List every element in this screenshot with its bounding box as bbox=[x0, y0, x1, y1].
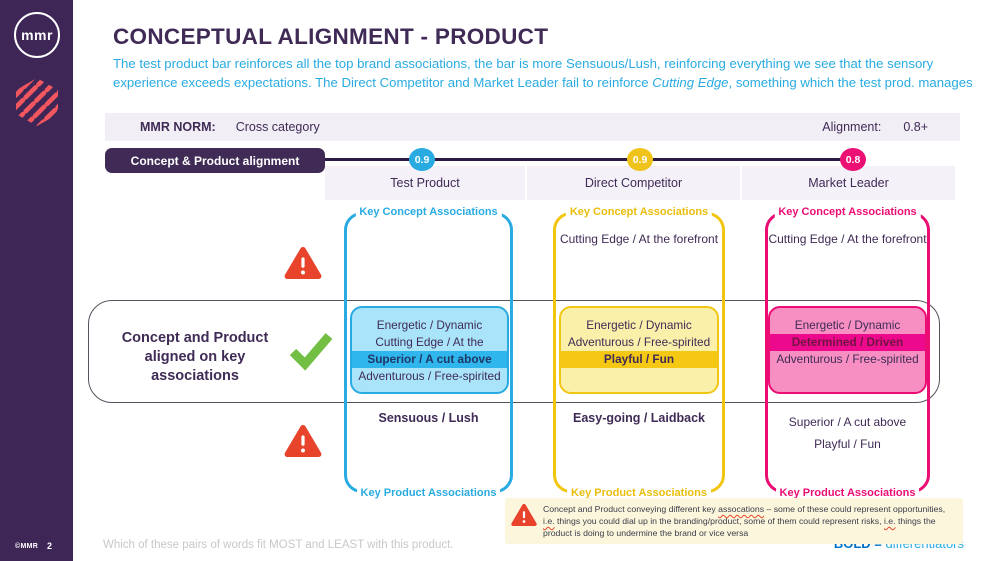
subtitle: The test product bar reinforces all the … bbox=[113, 55, 993, 92]
footnote-box: Concept and Product conveying different … bbox=[505, 498, 963, 544]
key-product-associations-label-competitor: Key Product Associations bbox=[567, 487, 711, 499]
aligned-annotation-line2: aligned on key associations bbox=[144, 349, 246, 385]
footnote-part4: things the product is doing to undermine… bbox=[543, 516, 936, 538]
aligned-band-outline bbox=[88, 300, 940, 403]
aligned-row: Energetic / Dynamic bbox=[376, 318, 483, 332]
alignment-score-market-leader: 0.8 bbox=[840, 148, 866, 171]
copyright-text: ©MMR bbox=[15, 543, 39, 550]
alignment-score-test-product: 0.9 bbox=[409, 148, 435, 171]
bracket-market-leader: Key Concept Associations Cutting Edge / … bbox=[765, 206, 930, 499]
concept-association-competitor: Cutting Edge / At the forefront bbox=[559, 232, 719, 246]
alignment-value: 0.8+ bbox=[903, 120, 928, 134]
warning-triangle-icon-footnote bbox=[511, 503, 537, 539]
bracket-direct-competitor: Key Concept Associations Cutting Edge / … bbox=[553, 206, 725, 499]
alignment-connector-line bbox=[325, 158, 856, 161]
aligned-box-market-leader: Energetic / Dynamic Determined / Driven … bbox=[768, 306, 927, 394]
aligned-row-differentiator: Superior / A cut above bbox=[352, 351, 507, 368]
key-concept-associations-label-competitor: Key Concept Associations bbox=[565, 206, 713, 218]
aligned-row: Adventurous / Free-spirited bbox=[776, 352, 919, 366]
aligned-annotation-line1: Concept and Product bbox=[121, 330, 269, 346]
concept-product-alignment-pill: Concept & Product alignment bbox=[105, 148, 325, 173]
concept-association-leader: Cutting Edge / At the forefront bbox=[768, 232, 927, 246]
warning-triangle-icon-top bbox=[284, 246, 322, 280]
key-product-associations-label-test: Key Product Associations bbox=[356, 487, 501, 499]
sidebar: mmr ©MMR 2 bbox=[0, 0, 73, 561]
hexagon-stripes-icon bbox=[13, 76, 61, 133]
warning-triangle-icon-bottom bbox=[284, 424, 322, 458]
norm-bar: MMR NORM: Cross category Alignment: 0.8+ bbox=[105, 113, 960, 141]
aligned-row: Energetic / Dynamic bbox=[794, 318, 901, 332]
aligned-box-direct-competitor: Energetic / Dynamic Adventurous / Free-s… bbox=[559, 306, 719, 394]
key-product-associations-label-leader: Key Product Associations bbox=[775, 487, 920, 499]
footnote-part2: – some of these could represent opportun… bbox=[764, 504, 946, 514]
subtitle-part2: , something which the test prod. manages bbox=[728, 74, 973, 90]
alignment-score-direct-competitor: 0.9 bbox=[627, 148, 653, 171]
aligned-row: Adventurous / Free-spirited bbox=[358, 369, 501, 383]
green-check-icon bbox=[288, 330, 334, 377]
norm-value: Cross category bbox=[235, 120, 320, 134]
alignment-label: Alignment: bbox=[822, 120, 882, 134]
key-concept-associations-label-leader: Key Concept Associations bbox=[774, 206, 921, 218]
footnote-ie2: i.e. bbox=[883, 516, 896, 526]
column-header-test-product: Test Product bbox=[325, 166, 525, 200]
mmr-logo-text: mmr bbox=[21, 27, 53, 43]
norm-label: MMR NORM: bbox=[140, 120, 216, 134]
product-association-leader-1: Superior / A cut above bbox=[788, 415, 907, 429]
aligned-row: Adventurous / Free-spirited bbox=[567, 335, 711, 349]
column-header-direct-competitor: Direct Competitor bbox=[527, 166, 740, 200]
aligned-row: Cutting Edge / At the forefront bbox=[375, 335, 484, 366]
column-header-band: Test Product Direct Competitor Market Le… bbox=[325, 166, 955, 200]
footnote-part1: Concept and Product conveying different … bbox=[543, 504, 719, 514]
page-number: 2 bbox=[47, 541, 53, 551]
product-association-competitor: Easy-going / Laidback bbox=[573, 411, 705, 425]
column-header-market-leader: Market Leader bbox=[742, 166, 955, 200]
product-associations-leader: Superior / A cut above Playful / Fun bbox=[768, 411, 927, 455]
product-association-test: Sensuous / Lush bbox=[378, 411, 479, 425]
subtitle-part1: The test product bar reinforces all the … bbox=[113, 56, 934, 90]
footnote-ie1: i.e. bbox=[543, 516, 555, 526]
aligned-annotation: Concept and Product aligned on key assoc… bbox=[100, 329, 290, 386]
subtitle-italic: Cutting Edge bbox=[652, 74, 729, 90]
footnote-text: Concept and Product conveying different … bbox=[543, 503, 955, 539]
aligned-row-differentiator: Playful / Fun bbox=[561, 351, 717, 368]
product-association-leader-2: Playful / Fun bbox=[814, 437, 881, 451]
bracket-test-product: Key Concept Associations Sensuous / Lush… bbox=[344, 206, 513, 499]
page-title: CONCEPTUAL ALIGNMENT - PRODUCT bbox=[113, 24, 549, 49]
aligned-row: Energetic / Dynamic bbox=[586, 318, 692, 332]
mmr-logo-icon: mmr bbox=[14, 12, 60, 58]
footer-question: Which of these pairs of words fit MOST a… bbox=[103, 539, 454, 551]
key-concept-associations-label-test: Key Concept Associations bbox=[355, 206, 502, 218]
aligned-row-differentiator: Determined / Driven bbox=[770, 334, 925, 351]
footnote-misspelled-word: assocations bbox=[718, 504, 765, 514]
aligned-box-test-product: Energetic / Dynamic Cutting Edge / At th… bbox=[350, 306, 509, 394]
footnote-part3: things you could dial up in the branding… bbox=[554, 516, 884, 526]
